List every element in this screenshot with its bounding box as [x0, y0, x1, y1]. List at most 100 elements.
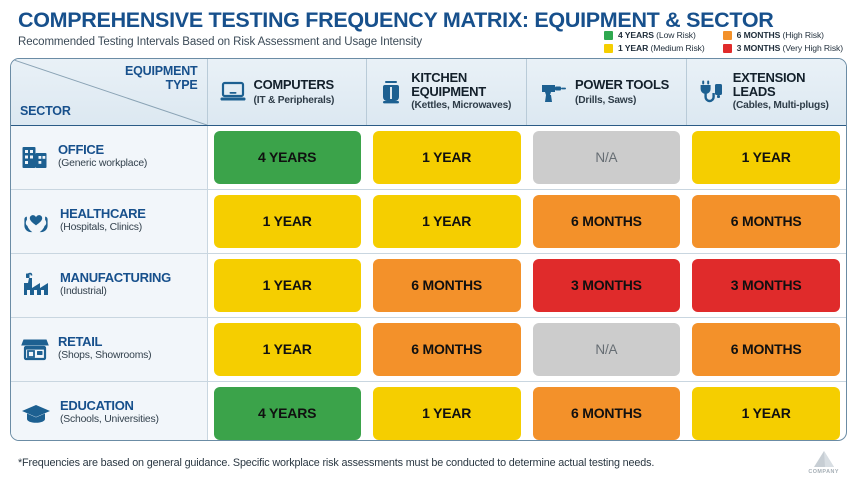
- storefront-icon: [21, 336, 49, 362]
- sector-name: MANUFACTURING: [60, 270, 171, 286]
- column-header-name-line2: EQUIPMENT: [411, 84, 486, 100]
- legend-swatch: [722, 30, 732, 40]
- column-header-name-line1: EXTENSION: [732, 70, 806, 86]
- frequency-cell: 1 YEAR: [366, 125, 527, 190]
- frequency-cell: 1 YEAR: [367, 381, 527, 440]
- column-header-sub: (IT & Peripherals): [253, 95, 335, 107]
- table-row: EDUCATION (Schools, Universities) 4 YEARS 1…: [11, 381, 846, 440]
- corner-header-cell: EQUIPMENT TYPE SECTOR: [11, 59, 208, 126]
- sector-name: HEALTHCARE: [60, 206, 146, 222]
- footnote-text: *Frequencies are based on general guidan…: [18, 456, 655, 469]
- frequency-chip: N/A: [532, 130, 681, 184]
- table-row: OFFICE (Generic workplace) 4 YEARS 1 YEAR N/…: [11, 125, 846, 190]
- frequency-chip: 6 MONTHS: [692, 194, 840, 248]
- frequency-cell: 4 YEARS: [207, 125, 367, 190]
- frequency-chip: 1 YEAR: [213, 322, 361, 376]
- graduation-cap-icon: [21, 401, 51, 425]
- frequency-chip: N/A: [532, 322, 681, 376]
- frequency-cell: 1 YEAR: [366, 189, 527, 254]
- frequency-chip: 1 YEAR: [692, 130, 840, 184]
- drill-icon: [539, 80, 567, 104]
- frequency-cell: 6 MONTHS: [686, 189, 846, 254]
- page-title: COMPREHENSIVE TESTING FREQUENCY MATRIX: …: [18, 8, 774, 32]
- frequency-cell: N/A: [526, 125, 687, 190]
- frequency-chip: 1 YEAR: [213, 258, 361, 312]
- page-subtitle: Recommended Testing Intervals Based on R…: [18, 35, 423, 48]
- frequency-chip: 6 MONTHS: [532, 386, 681, 440]
- plug-cable-icon: [699, 79, 725, 105]
- laptop-icon: [220, 81, 246, 103]
- table-body: OFFICE (Generic workplace) 4 YEARS 1 YEAR N/…: [11, 125, 846, 440]
- frequency-chip: 3 MONTHS: [692, 258, 840, 312]
- frequency-cell: N/A: [526, 317, 687, 382]
- sector-cell-office: OFFICE (Generic workplace): [11, 125, 208, 190]
- risk-legend: 4 YEARS (Low Risk) 6 MONTHS (High Risk) 1 …: [603, 30, 843, 53]
- frequency-matrix-table: EQUIPMENT TYPE SECTOR: [10, 58, 847, 441]
- frequency-chip: 6 MONTHS: [372, 322, 521, 376]
- sector-cell-healthcare: HEALTHCARE (Hospitals, Clinics): [11, 189, 208, 254]
- legend-label: 3 MONTHS (Very High Risk): [736, 43, 843, 53]
- frequency-chip: 1 YEAR: [372, 386, 521, 440]
- frequency-chip: 3 MONTHS: [532, 258, 681, 312]
- sector-label: SECTOR: [20, 103, 71, 118]
- frequency-cell: 4 YEARS: [207, 381, 367, 440]
- column-header-name: POWER TOOLS: [575, 77, 669, 93]
- sector-cell-manufacturing: MANUFACTURING (Industrial): [11, 253, 208, 318]
- company-logo-label: COMPANY: [808, 469, 839, 475]
- legend-swatch: [603, 30, 613, 40]
- column-header-name-line2: LEADS: [732, 84, 776, 100]
- frequency-cell: 3 MONTHS: [526, 253, 687, 318]
- frequency-cell: 6 MONTHS: [526, 189, 687, 254]
- company-logo: COMPANY: [808, 450, 839, 475]
- frequency-cell: 6 MONTHS: [366, 317, 527, 382]
- legend-swatch: [603, 43, 613, 53]
- table-header-row: EQUIPMENT TYPE SECTOR: [11, 59, 846, 126]
- legend-item: 4 YEARS (Low Risk): [603, 30, 705, 40]
- frequency-cell: 1 YEAR: [686, 381, 846, 440]
- equipment-type-label: EQUIPMENT TYPE: [124, 64, 198, 92]
- sector-name: RETAIL: [58, 334, 103, 350]
- column-header-name: COMPUTERS: [253, 77, 335, 93]
- column-header-sub: (Kettles, Microwaves): [411, 100, 512, 112]
- legend-label: 1 YEAR (Medium Risk): [617, 43, 705, 53]
- factory-icon: [21, 272, 51, 298]
- page-footer: *Frequencies are based on general guidan…: [0, 446, 857, 479]
- column-header-sub: (Drills, Saws): [575, 95, 637, 107]
- legend-label: 6 MONTHS (High Risk): [736, 30, 824, 40]
- frequency-cell: 6 MONTHS: [366, 253, 527, 318]
- frequency-cell: 1 YEAR: [686, 125, 846, 190]
- column-header-sub: (Cables, Multi-plugs): [732, 100, 829, 112]
- column-header-computers: COMPUTERS (IT & Peripherals): [207, 59, 368, 126]
- column-header-name-line1: KITCHEN: [411, 70, 467, 86]
- sector-sub: (Generic workplace): [58, 158, 148, 170]
- frequency-chip: 1 YEAR: [213, 194, 361, 248]
- table-row: HEALTHCARE (Hospitals, Clinics) 1 YEAR 1 YE…: [11, 189, 846, 254]
- sector-cell-education: EDUCATION (Schools, Universities): [11, 381, 208, 440]
- kettle-icon: [379, 79, 403, 105]
- frequency-chip: 4 YEARS: [213, 386, 361, 440]
- frequency-chip: 4 YEARS: [213, 130, 361, 184]
- legend-item: 6 MONTHS (High Risk): [722, 30, 843, 40]
- sector-sub: (Industrial): [60, 286, 107, 298]
- table-row: RETAIL (Shops, Showrooms) 1 YEAR 6 MONTHS N/…: [11, 317, 846, 382]
- frequency-cell: 3 MONTHS: [686, 253, 846, 318]
- frequency-chip: 1 YEAR: [372, 130, 521, 184]
- frequency-chip: 6 MONTHS: [532, 194, 681, 248]
- frequency-cell: 6 MONTHS: [527, 381, 687, 440]
- table-row: MANUFACTURING (Industrial) 1 YEAR 6 MONTHS 3…: [11, 253, 846, 318]
- frequency-cell: 6 MONTHS: [686, 317, 846, 382]
- frequency-chip: 6 MONTHS: [372, 258, 521, 312]
- corner-diagonal-divider: [11, 59, 207, 125]
- frequency-cell: 1 YEAR: [207, 253, 367, 318]
- sector-sub: (Hospitals, Clinics): [60, 222, 143, 234]
- column-header-extension-leads: EXTENSION LEADS (Cables, Multi-plugs): [686, 59, 846, 126]
- mountain-logo-icon: [813, 451, 834, 467]
- heart-hands-icon: [21, 208, 51, 234]
- page-header: COMPREHENSIVE TESTING FREQUENCY MATRIX: …: [0, 0, 857, 58]
- frequency-cell: 1 YEAR: [207, 317, 367, 382]
- sector-name: OFFICE: [58, 142, 104, 158]
- frequency-chip: 1 YEAR: [372, 194, 521, 248]
- sector-name: EDUCATION: [60, 398, 134, 414]
- column-header-kitchen-equipment: KITCHEN EQUIPMENT (Kettles, Microwaves): [366, 59, 527, 126]
- frequency-chip: 6 MONTHS: [692, 322, 840, 376]
